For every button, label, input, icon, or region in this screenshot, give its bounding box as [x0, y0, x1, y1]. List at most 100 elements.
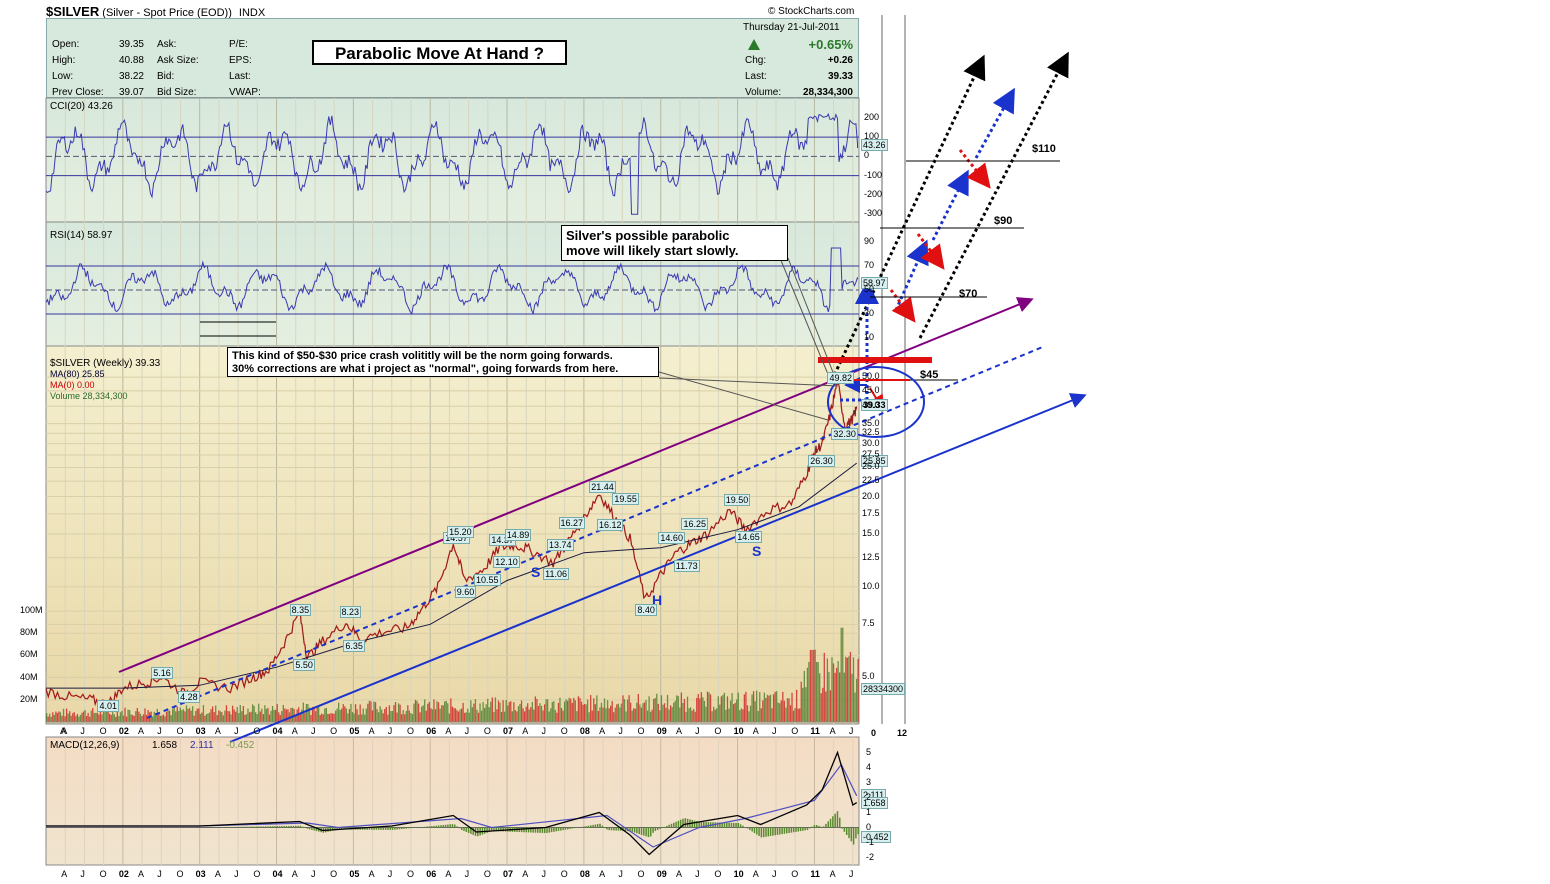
volume-bar: [719, 704, 721, 722]
volume-bar: [734, 702, 736, 722]
volume-bar: [780, 700, 782, 722]
volume-bar: [668, 709, 670, 722]
x-tick-label-start: A: [60, 726, 67, 736]
volume-bar: [736, 699, 738, 722]
volume-bar: [165, 711, 168, 722]
volume-bar: [161, 715, 163, 722]
macd-histogram-bar: [292, 825, 295, 828]
volume-bar: [748, 711, 750, 722]
volume-bar: [726, 696, 729, 722]
volume-bar: [407, 705, 409, 722]
volume-bar: [118, 716, 120, 722]
volume-bar: [617, 703, 620, 722]
volume-bar: [702, 697, 704, 722]
macd-x-tick-label: J: [772, 869, 777, 879]
macd-histogram-bar: [265, 826, 267, 828]
macd-x-tick-label: A: [675, 869, 682, 879]
volume-bar: [391, 711, 394, 722]
volume-bar: [808, 661, 810, 722]
volume-bar: [800, 681, 802, 722]
volume-bar: [371, 710, 374, 722]
macd-histogram-bar: [465, 827, 468, 832]
macd-x-tick-label: 08: [579, 869, 590, 879]
volume-bar: [164, 716, 166, 722]
volume-bar: [556, 712, 558, 722]
macd-histogram-bar: [449, 824, 451, 828]
volume-bar: [404, 714, 406, 722]
volume-bar: [251, 704, 254, 722]
volume-bar: [170, 715, 172, 722]
volume-bar: [228, 711, 231, 722]
volume-bar: [765, 697, 767, 722]
volume-bar: [373, 701, 375, 722]
ma80-line: [46, 462, 858, 689]
volume-bar: [176, 706, 178, 722]
macd-histogram-bar: [308, 827, 311, 830]
callout-pointer: [787, 257, 839, 386]
title-annotation: Parabolic Move At Hand ?: [312, 40, 567, 65]
macd-x-tick-label: O: [637, 869, 645, 879]
volume-bar: [583, 704, 586, 722]
volume-bar: [73, 712, 75, 722]
volume-bar: [588, 712, 590, 722]
volume-bar: [768, 695, 770, 722]
quote-last-label: Last:: [745, 71, 767, 82]
macd-histogram-bar: [659, 827, 661, 829]
volume-bar: [462, 702, 464, 722]
volume-bar: [523, 711, 526, 722]
macd-histogram-bar: [366, 827, 368, 830]
volume-bar: [152, 716, 154, 722]
macd-histogram-bar: [377, 827, 380, 830]
source-credit[interactable]: © StockCharts.com: [768, 6, 855, 17]
volume-bar: [305, 704, 308, 722]
volume-bar: [324, 708, 326, 722]
volume-bar: [408, 710, 410, 722]
volume-bar: [474, 699, 477, 722]
volume-bar: [59, 712, 62, 722]
volume-bar: [308, 707, 311, 722]
volume-bar: [444, 701, 446, 722]
volume-bar: [396, 712, 398, 722]
volume-bar: [138, 711, 140, 722]
x-tick-label: A: [138, 726, 145, 736]
volume-bar: [477, 712, 480, 722]
price-label: 16.25: [681, 517, 708, 530]
macd-histogram-bar: [271, 826, 274, 828]
volume-bar: [84, 709, 86, 722]
quote-low-value: 38.22: [118, 71, 144, 82]
volume-bar: [600, 702, 603, 722]
volume-bar: [551, 701, 553, 722]
volume-bar: [671, 707, 673, 722]
macd-histogram-bar: [843, 827, 846, 832]
volume-bar: [95, 712, 97, 722]
macd-histogram-bar: [380, 827, 382, 830]
volume-bar: [93, 712, 95, 722]
macd-x-tick-label: A: [829, 869, 836, 879]
macd-histogram-bar: [811, 826, 813, 828]
macd-histogram-bar: [732, 822, 735, 828]
macd-line: [46, 750, 858, 856]
volume-bar: [104, 707, 106, 722]
x-tick-label: A: [522, 726, 529, 736]
volume-bar: [453, 708, 455, 722]
volume-bar: [611, 701, 613, 722]
volume-bar: [562, 710, 564, 722]
macd-x-tick-label: O: [560, 869, 568, 879]
volume-bar: [803, 670, 805, 722]
price-y-tick: 30.0: [862, 437, 880, 448]
macd-histogram-bar: [281, 826, 283, 828]
volume-bar: [311, 706, 314, 722]
macd-histogram-bar: [463, 827, 465, 831]
price-y-tick: 15.0: [862, 528, 880, 538]
volume-bar: [513, 702, 515, 722]
volume-bar: [639, 704, 641, 722]
macd-histogram-bar: [230, 826, 232, 828]
volume-bar: [576, 711, 578, 722]
macd-y-tick: -1: [866, 836, 875, 847]
volume-bar: [622, 695, 624, 722]
volume-bar: [279, 714, 281, 722]
volume-bar: [310, 715, 312, 722]
volume-bar: [585, 704, 587, 722]
volume-bar: [128, 710, 131, 722]
volume-bar: [568, 697, 570, 722]
